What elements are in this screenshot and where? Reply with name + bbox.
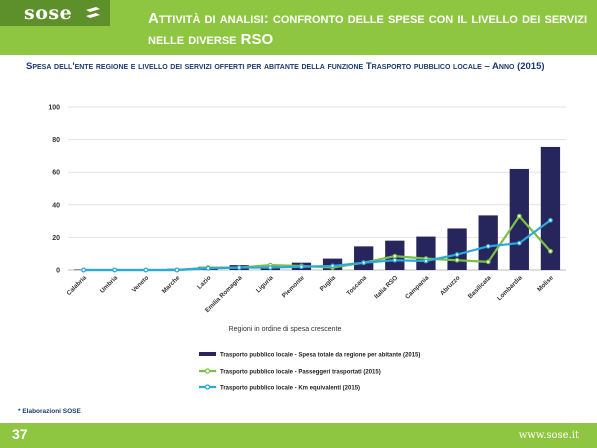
bar <box>540 146 561 270</box>
x-tick-label: Lombardia <box>496 274 524 302</box>
data-point <box>174 267 180 273</box>
footer-bar: 37 www.sose.it <box>0 423 597 448</box>
page-title: Attività di analisi: confronto delle spe… <box>148 10 588 48</box>
data-point <box>548 248 553 254</box>
bar <box>416 236 436 270</box>
website-url: www.sose.it <box>518 430 579 441</box>
series-line <box>83 219 552 272</box>
data-point <box>361 260 367 266</box>
data-point <box>485 243 491 249</box>
data-point <box>454 252 460 257</box>
data-point <box>423 258 429 264</box>
y-tick-label: 20 <box>52 235 60 242</box>
data-point <box>330 263 335 269</box>
x-tick-label: Veneto <box>131 274 151 294</box>
data-point <box>516 213 522 219</box>
x-axis-title: Regioni in ordine di spesa crescente <box>229 326 342 333</box>
data-point <box>454 257 460 263</box>
chart-subtitle: Spesa dell'ente regione e livello dei se… <box>26 61 545 72</box>
x-tick-label: Puglia <box>319 274 338 293</box>
data-point <box>392 253 398 259</box>
x-tick-label: Lazio <box>196 274 212 290</box>
data-point <box>112 267 118 273</box>
bar <box>447 228 467 270</box>
y-tick-label: 80 <box>52 137 60 144</box>
x-tick-label: Abruzzo <box>439 274 462 297</box>
x-tick-label: Liguria <box>255 274 275 294</box>
data-point <box>143 267 149 273</box>
data-point <box>299 264 304 270</box>
x-tick-label: Marche <box>161 274 182 295</box>
x-tick-label: Piemonte <box>281 274 306 299</box>
data-point <box>81 267 86 273</box>
header-bar: sose Attività di analisi: confronto dell… <box>0 0 597 55</box>
data-point <box>205 265 211 271</box>
y-tick-label: 100 <box>48 105 60 112</box>
x-tick-label: Molise <box>536 274 555 293</box>
x-tick-label: Italia RSO <box>373 274 399 300</box>
page-number: 37 <box>12 426 28 442</box>
chart: 0 20 40 60 80 100 Calabria Umbria Veneto Marche L… <box>48 105 566 391</box>
bar <box>509 168 529 270</box>
sose-logo: sose <box>0 0 110 26</box>
legend-label: Trasporto pubblico locale - Km equivalen… <box>220 385 360 391</box>
x-tick-label: Basilicata <box>467 274 493 300</box>
legend-marker <box>204 384 211 390</box>
y-tick-label: 40 <box>52 202 60 209</box>
data-point <box>485 259 491 265</box>
x-tick-label: Toscana <box>345 274 368 297</box>
data-point <box>548 217 553 223</box>
y-tick-label: 0 <box>56 268 60 275</box>
footnote: * Elaborazioni SOSE <box>18 408 81 415</box>
x-tick-label: Calabria <box>65 274 88 297</box>
logo-text: sose <box>24 2 73 24</box>
x-tick-label: Campania <box>404 274 431 301</box>
legend-label: Trasporto pubblico locale - Passeggeri t… <box>220 369 381 375</box>
bar <box>354 246 374 270</box>
logo-mark-icon <box>86 7 100 18</box>
data-point <box>392 257 398 263</box>
data-point <box>236 265 242 270</box>
data-point <box>516 240 522 246</box>
legend-label: Trasporto pubblico locale - Spesa totale… <box>220 352 420 358</box>
x-tick-label: Umbria <box>99 274 120 295</box>
legend-marker <box>204 368 211 374</box>
legend-swatch <box>199 352 216 356</box>
y-tick-label: 60 <box>52 170 60 177</box>
data-point <box>267 265 273 270</box>
